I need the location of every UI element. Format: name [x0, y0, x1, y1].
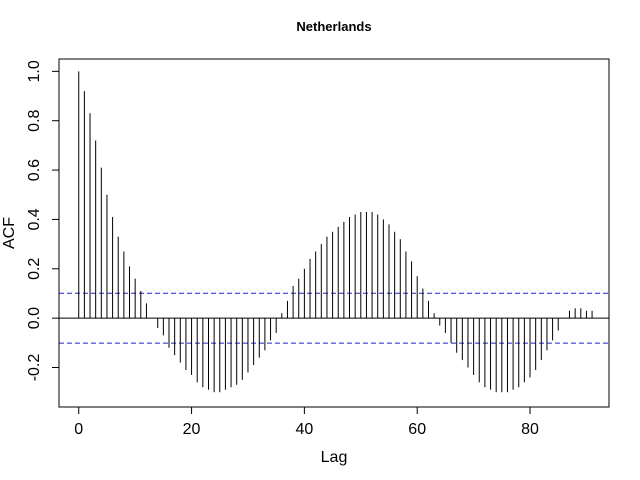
x-axis: 0 20 40 60 80 [74, 406, 539, 438]
x-tick-label: 60 [408, 421, 426, 438]
y-tick-label: 1.0 [26, 60, 43, 82]
plot-frame [58, 58, 610, 408]
x-axis-label: Lag [321, 449, 348, 466]
y-tick-label: -0.2 [26, 354, 43, 382]
y-axis: -0.2 0.0 0.2 0.4 0.6 0.8 1.0 [26, 60, 60, 382]
y-tick-label: 0.6 [26, 159, 43, 181]
chart-title: Netherlands [296, 19, 371, 34]
y-tick-label: 0.4 [26, 208, 43, 230]
x-tick-label: 0 [74, 421, 83, 438]
x-tick-label: 20 [183, 421, 201, 438]
acf-bars [78, 71, 593, 393]
x-tick-label: 80 [521, 421, 539, 438]
y-tick-label: 0.2 [26, 258, 43, 280]
x-tick-label: 40 [295, 421, 313, 438]
y-tick-label: 0.8 [26, 109, 43, 131]
y-axis-label: ACF [1, 217, 18, 249]
y-tick-label: 0.0 [26, 307, 43, 329]
